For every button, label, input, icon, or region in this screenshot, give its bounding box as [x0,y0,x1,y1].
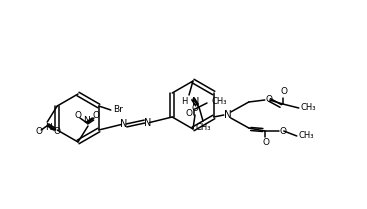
Text: O: O [192,104,199,113]
Text: N: N [192,97,199,107]
Text: CH₃: CH₃ [211,97,226,106]
Text: N: N [144,117,151,127]
Text: O: O [262,138,269,147]
Text: O: O [92,111,99,121]
Text: O: O [280,87,287,96]
Text: CH₃: CH₃ [299,131,314,140]
Text: N: N [84,116,90,125]
Text: O: O [185,109,193,118]
Text: O: O [280,126,287,135]
Text: N: N [45,123,52,132]
Text: Br: Br [113,106,123,115]
Text: CH₃: CH₃ [301,103,316,112]
Text: O: O [266,96,273,104]
Text: O: O [36,127,43,136]
Text: O: O [75,111,81,121]
Text: N: N [224,110,232,120]
Text: O: O [54,127,61,136]
Text: CH₃: CH₃ [195,123,211,132]
Text: H: H [182,97,188,106]
Text: N: N [120,120,127,129]
